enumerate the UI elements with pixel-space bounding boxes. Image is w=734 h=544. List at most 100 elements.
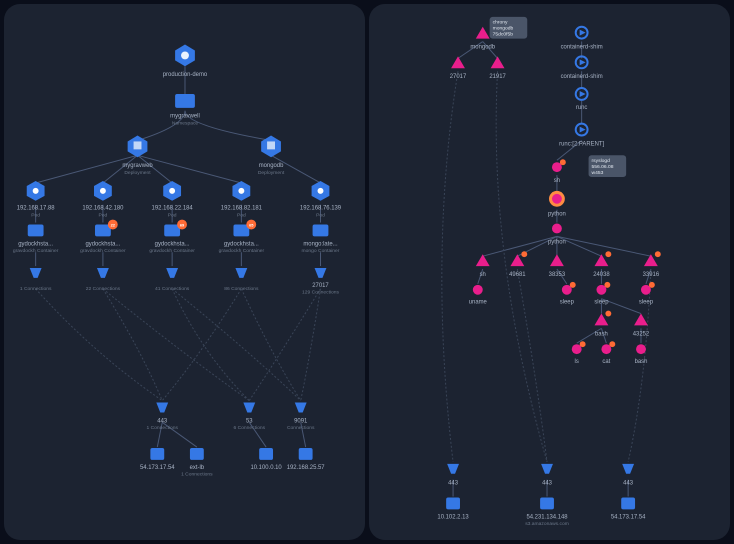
process-node[interactable]: 21917: [489, 56, 505, 80]
svg-text:chrony: chrony: [493, 20, 508, 26]
svg-text:192.168.22.184: 192.168.22.184: [152, 206, 194, 212]
pod-node[interactable]: 192.168.22.184 Pod: [152, 181, 194, 219]
process-node[interactable]: sleep: [639, 282, 655, 306]
connection-node[interactable]: 1 Connections: [20, 268, 52, 292]
namespace-node[interactable]: mygravwell Namespace: [170, 94, 200, 127]
port-node[interactable]: 443: [541, 464, 553, 487]
svg-text:43252: 43252: [633, 331, 649, 337]
connection-node[interactable]: 41 Connections: [155, 268, 190, 292]
endpoint-node[interactable]: 10.100.0.10: [250, 448, 282, 471]
port-node[interactable]: 443 1 Connections: [146, 403, 178, 432]
svg-text:129 Connections: 129 Connections: [302, 290, 340, 296]
svg-text:1 Connections: 1 Connections: [146, 425, 178, 431]
process-node[interactable]: 24038: [593, 251, 611, 278]
process-node[interactable]: sh: [476, 254, 490, 278]
process-node[interactable]: 38353: [549, 254, 566, 278]
svg-text:443: 443: [623, 481, 634, 487]
process-node[interactable]: python: [548, 224, 566, 246]
svg-text:gravdockh Container: gravdockh Container: [80, 248, 126, 254]
svg-text:runc: runc: [576, 105, 588, 111]
svg-text:mongodb: mongodb: [493, 26, 514, 32]
cluster-label: production-demo: [163, 72, 208, 78]
process-node[interactable]: sleep: [594, 282, 610, 306]
tooltip: rsyslogd 556.06.08 w453: [589, 155, 627, 177]
svg-text:41 Connections: 41 Connections: [155, 286, 190, 292]
container-node[interactable]: gydockhsta... gravdockh Container: [13, 225, 59, 255]
svg-text:sh: sh: [480, 272, 486, 278]
svg-text:gravdockh Container: gravdockh Container: [219, 248, 265, 254]
svg-text:mongodb: mongodb: [470, 44, 495, 50]
process-node[interactable]: sleep: [560, 282, 576, 306]
container-node[interactable]: 22 gydockhsta... gravdockh Container: [80, 220, 126, 255]
endpoint-node[interactable]: 192.168.25.57: [287, 448, 325, 471]
svg-text:w453: w453: [592, 170, 604, 176]
svg-text:21917: 21917: [489, 74, 505, 80]
endpoint-node[interactable]: ext-lb 1 Connections: [181, 448, 213, 478]
port-node[interactable]: 9091 Connections: [287, 403, 315, 432]
process-node[interactable]: bash: [595, 311, 612, 338]
svg-text:443: 443: [448, 481, 459, 487]
pod-node[interactable]: 192.168.76.139 Pod: [300, 181, 342, 219]
pod-node[interactable]: 192.168.17.88 Pod: [17, 181, 56, 219]
pod-node[interactable]: 192.168.82.181 Pod: [221, 181, 262, 219]
svg-text:27017: 27017: [312, 283, 328, 289]
svg-text:53: 53: [246, 418, 253, 424]
svg-text:38353: 38353: [549, 272, 566, 278]
process-node[interactable]: cat: [601, 341, 615, 365]
connection-node[interactable]: 27017 129 Connections: [302, 268, 340, 296]
svg-text:cat: cat: [602, 359, 610, 365]
svg-text:556.06.08: 556.06.08: [592, 164, 614, 170]
connection-node[interactable]: 86 Connections: [224, 268, 259, 292]
deployment-node[interactable]: mygravweb Deployment: [122, 136, 153, 177]
svg-text:rsyslogd: rsyslogd: [592, 158, 611, 164]
port-node[interactable]: 53 6 Connections: [233, 403, 265, 432]
svg-text:Pod: Pod: [316, 213, 325, 219]
svg-text:1 Connections: 1 Connections: [20, 286, 52, 292]
svg-text:Connections: Connections: [287, 425, 315, 431]
svg-text:443: 443: [542, 481, 553, 487]
svg-text:10.102.2.13: 10.102.2.13: [437, 514, 469, 520]
svg-text:443: 443: [157, 418, 168, 424]
svg-text:python: python: [548, 239, 566, 245]
endpoint-node[interactable]: 54.173.17.54: [611, 498, 646, 521]
container-node[interactable]: 65 gydockhsta... gravdockh Container: [219, 220, 265, 255]
container-node[interactable]: 69 gydockhsta... gravdockh Container: [149, 220, 195, 255]
svg-text:sleep: sleep: [594, 300, 609, 306]
process-node[interactable]: containerd-shim: [561, 27, 603, 51]
svg-text:bash: bash: [595, 331, 608, 337]
namespace-label: mygravwell: [170, 114, 200, 120]
process-node-highlighted[interactable]: python: [548, 191, 566, 218]
endpoint-node[interactable]: 54.231.134.148 s3.amazonaws.com: [525, 498, 569, 528]
svg-text:192.168.25.57: 192.168.25.57: [287, 465, 325, 471]
process-node[interactable]: containerd-shim: [561, 56, 603, 80]
svg-text:22 Connections: 22 Connections: [86, 286, 121, 292]
process-node[interactable]: bash: [635, 344, 648, 365]
cluster-node[interactable]: production-demo: [163, 45, 208, 79]
container-node[interactable]: mongo:late... mongo Container: [302, 225, 340, 255]
process-node[interactable]: 27017: [450, 56, 466, 80]
right-diagram: chrony mongodb 75dc0f5b rsyslogd 556.06.…: [369, 4, 730, 540]
svg-text:Pod: Pod: [99, 213, 108, 219]
process-node[interactable]: uname: [469, 285, 488, 306]
deployment-node[interactable]: mongodb Deployment: [258, 136, 285, 177]
svg-text:containerd-shim: containerd-shim: [561, 74, 603, 80]
svg-text:sh: sh: [554, 178, 560, 184]
port-node[interactable]: 443: [447, 464, 459, 487]
endpoint-node[interactable]: 54.173.17.54: [140, 448, 175, 471]
connection-node[interactable]: 22 Connections: [86, 268, 121, 292]
process-node[interactable]: runc: [576, 88, 588, 111]
svg-text:192.168.42.180: 192.168.42.180: [82, 206, 124, 212]
svg-text:54.173.17.54: 54.173.17.54: [611, 514, 646, 520]
pod-node[interactable]: 192.168.42.180 Pod: [82, 181, 124, 219]
process-node[interactable]: 43252: [633, 314, 649, 338]
port-node[interactable]: 443: [622, 464, 634, 487]
svg-text:uname: uname: [469, 300, 488, 306]
process-node[interactable]: runc:[2:PARENT]: [559, 124, 604, 148]
endpoint-node[interactable]: 10.102.2.13: [437, 498, 469, 521]
svg-text:Namespace: Namespace: [172, 121, 199, 127]
svg-text:Pod: Pod: [237, 213, 246, 219]
process-node[interactable]: ls: [572, 341, 586, 365]
svg-text:ext-lb: ext-lb: [190, 465, 205, 471]
svg-text:49681: 49681: [509, 272, 525, 278]
process-node[interactable]: sh: [552, 159, 566, 184]
